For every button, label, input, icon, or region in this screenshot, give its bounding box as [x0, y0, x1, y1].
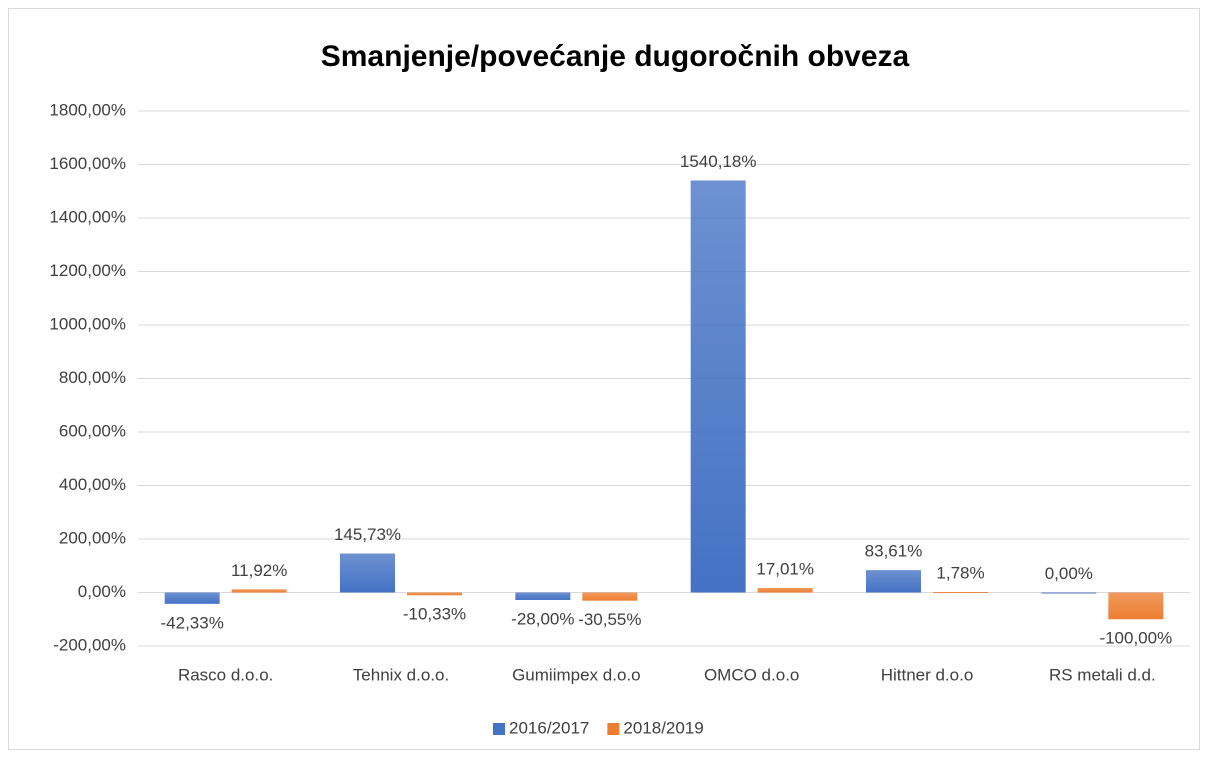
value-label: 83,61% [865, 542, 923, 561]
y-tick-label: 1400,00% [49, 207, 126, 226]
x-tick-label: RS metali d.d. [1049, 665, 1156, 684]
x-tick-label: Gumiimpex d.o.o [512, 665, 641, 684]
value-label: 145,73% [334, 525, 401, 544]
bar [515, 592, 571, 600]
chart-title: Smanjenje/povećanje dugoročnih obveza [321, 40, 910, 73]
bar [1041, 592, 1097, 594]
value-label: 1540,18% [680, 152, 757, 171]
x-tick-label: Rasco d.o.o. [178, 665, 273, 684]
y-tick-label: 400,00% [59, 475, 126, 494]
bar [340, 553, 395, 593]
bar [757, 587, 813, 593]
x-tick-label: OMCO d.o.o [704, 665, 799, 684]
bar [690, 180, 746, 593]
value-label: -10,33% [403, 605, 466, 624]
legend-label: 2016/2017 [509, 718, 589, 737]
y-tick-label: -200,00% [53, 635, 126, 654]
y-tick-label: 600,00% [59, 421, 126, 440]
y-tick-label: 1800,00% [49, 100, 126, 119]
y-tick-label: 200,00% [59, 528, 126, 547]
value-label: -28,00% [511, 609, 574, 628]
value-label: -30,55% [578, 610, 641, 629]
legend-swatch [493, 723, 505, 735]
bar [582, 592, 638, 601]
y-tick-label: 0,00% [78, 582, 126, 601]
value-label: 17,01% [756, 559, 814, 578]
value-label: 0,00% [1045, 564, 1093, 583]
value-label: 1,78% [936, 564, 984, 583]
bar [933, 592, 988, 594]
bar [164, 592, 220, 604]
y-tick-label: 800,00% [59, 368, 126, 387]
y-tick-label: 1600,00% [49, 154, 126, 173]
y-tick-label: 1000,00% [49, 314, 126, 333]
bar [231, 589, 287, 593]
legend-label: 2018/2019 [623, 718, 703, 737]
value-label: -100,00% [1099, 629, 1172, 648]
bar [866, 570, 921, 593]
bar [1108, 592, 1164, 620]
x-tick-label: Tehnix d.o.o. [353, 665, 449, 684]
bar [407, 592, 462, 596]
value-label: 11,92% [231, 561, 287, 580]
x-tick-label: Hittner d.o.o [881, 665, 974, 684]
legend-swatch [607, 723, 620, 735]
value-label: -42,33% [161, 613, 224, 632]
y-tick-label: 1200,00% [49, 261, 126, 280]
